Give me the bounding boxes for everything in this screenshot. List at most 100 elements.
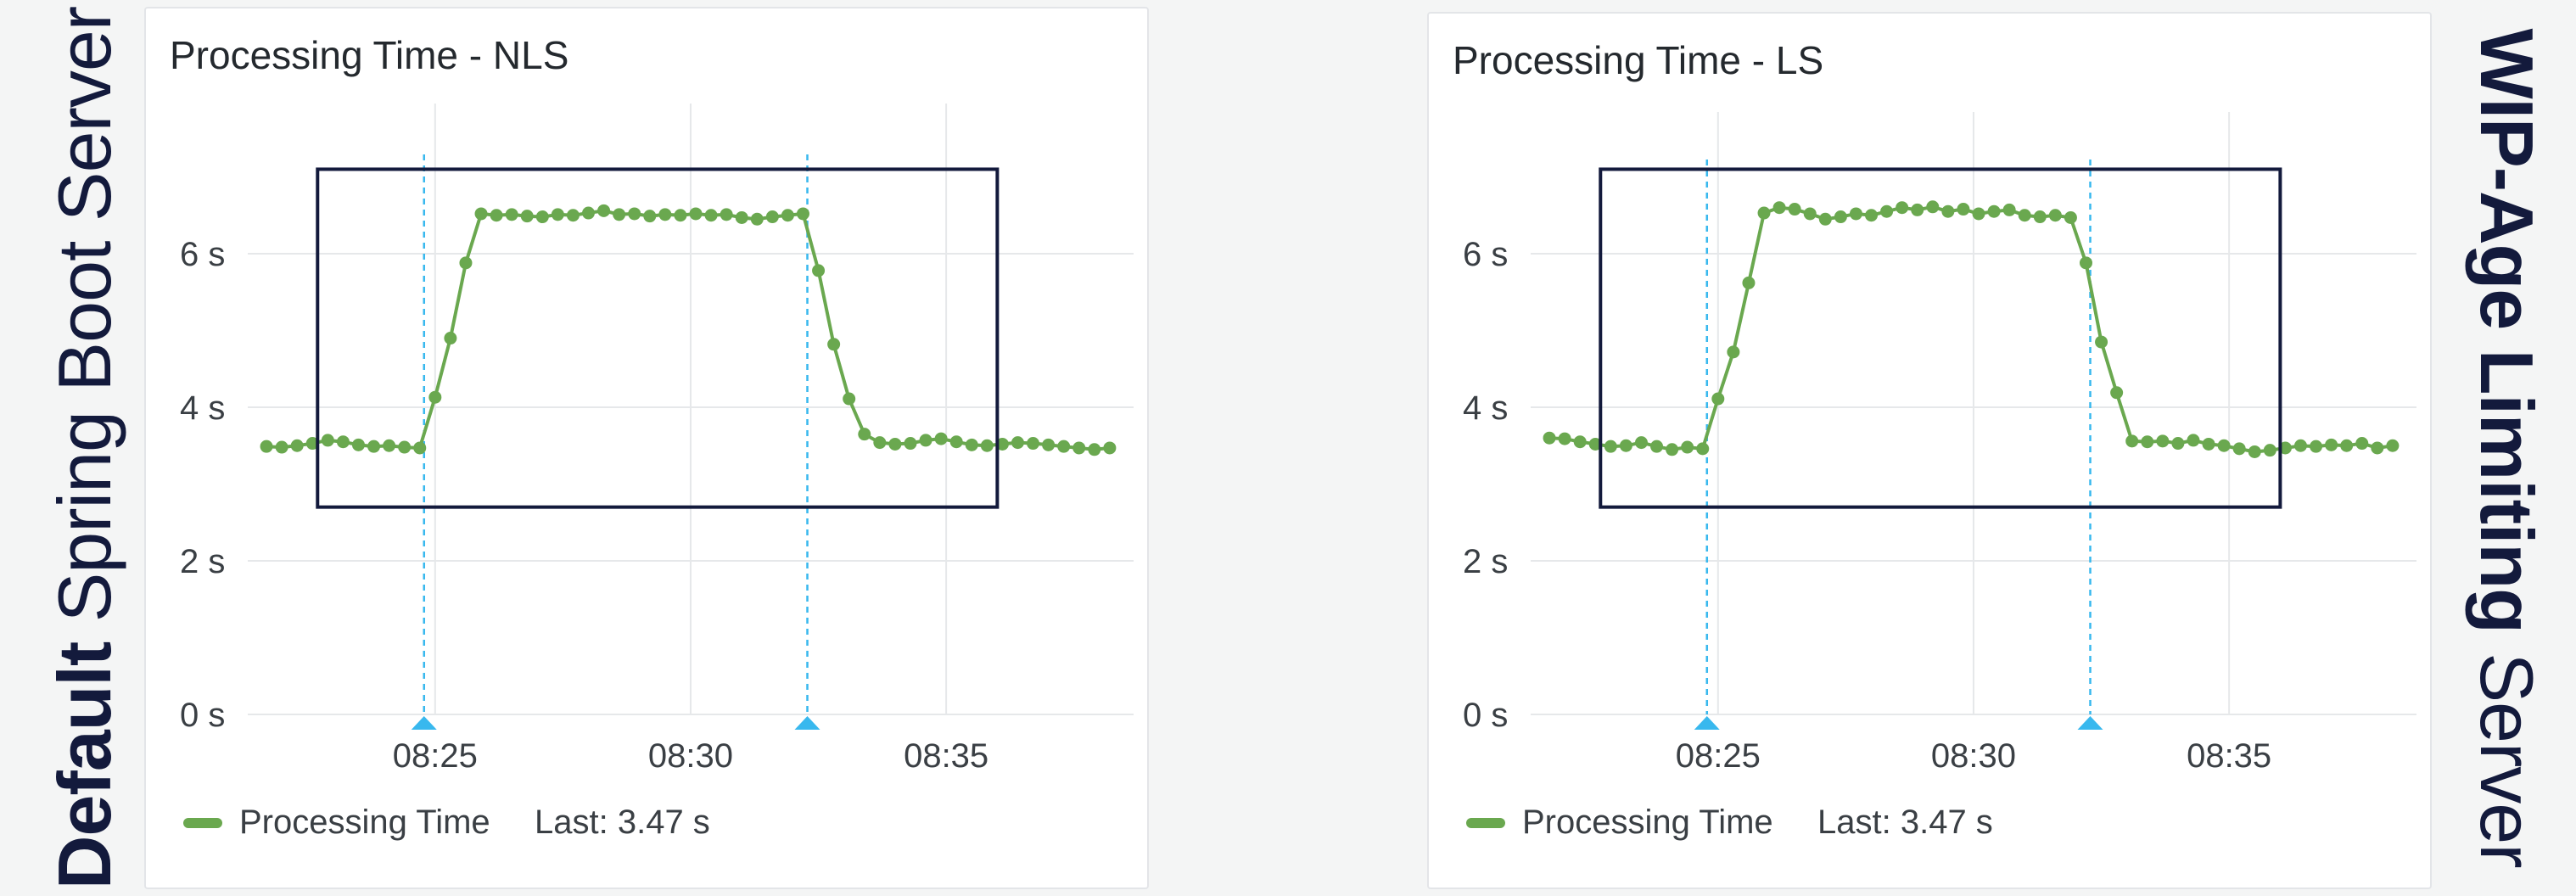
data-point xyxy=(1042,438,1056,451)
data-point xyxy=(1573,435,1587,449)
data-point xyxy=(781,209,794,222)
data-point xyxy=(1772,201,1786,215)
annotation-marker xyxy=(1694,716,1720,730)
data-point xyxy=(949,435,963,449)
panel-processing-time-ls: Processing Time - LS 0 s 2 s 4 s 6 s 08:25 08… xyxy=(1427,12,2432,889)
data-point xyxy=(1634,436,1648,450)
data-point xyxy=(919,434,932,447)
data-point xyxy=(2002,203,2016,216)
data-point xyxy=(582,206,596,220)
data-point xyxy=(1987,204,2001,218)
data-point xyxy=(444,332,457,345)
data-point xyxy=(1926,200,1940,214)
data-point xyxy=(2340,439,2354,452)
data-point xyxy=(2202,437,2215,451)
data-point xyxy=(735,210,748,224)
data-point xyxy=(1941,204,1955,218)
legend-label: Processing Time xyxy=(239,804,490,841)
data-point xyxy=(490,209,503,222)
data-point xyxy=(1588,437,1602,451)
data-point xyxy=(2187,434,2200,447)
y-tick-label: 2 s xyxy=(180,543,225,580)
data-point xyxy=(2048,209,2062,222)
data-point xyxy=(1788,203,1801,216)
data-point xyxy=(305,437,319,451)
data-point xyxy=(336,435,350,449)
data-point xyxy=(321,434,334,447)
series-line xyxy=(266,209,1111,451)
y-tick-label: 2 s xyxy=(1463,543,1508,580)
annotation-marker xyxy=(2077,716,2103,730)
chart-processing-time-nls: 0 s 2 s 4 s 6 s 08:25 08:30 08:35 Processing Ti… xyxy=(180,104,1134,841)
data-point xyxy=(1865,209,1879,222)
data-point xyxy=(2141,435,2154,449)
data-point xyxy=(995,437,1009,451)
data-point xyxy=(827,338,841,351)
data-point xyxy=(689,207,703,221)
data-point xyxy=(2171,437,2185,451)
data-point xyxy=(1957,203,1970,216)
data-point xyxy=(2156,434,2170,448)
data-point xyxy=(1727,345,1740,359)
data-point xyxy=(704,209,718,222)
data-point xyxy=(1972,207,1985,221)
data-point xyxy=(566,209,580,222)
data-point xyxy=(934,432,948,445)
data-point xyxy=(888,437,902,451)
data-point xyxy=(1650,440,1664,453)
data-point xyxy=(628,207,641,221)
data-point xyxy=(2217,439,2231,452)
data-point xyxy=(275,440,288,454)
data-point xyxy=(290,439,304,452)
data-point xyxy=(720,208,733,221)
annotation-marker xyxy=(794,716,820,730)
data-point xyxy=(1818,212,1832,226)
legend-label: Processing Time xyxy=(1522,804,1773,841)
y-tick-label: 0 s xyxy=(180,697,225,734)
data-point xyxy=(613,208,626,221)
data-point xyxy=(1681,440,1694,454)
highlight-box xyxy=(316,167,1000,509)
data-point xyxy=(1834,210,1847,224)
legend-swatch xyxy=(183,818,222,828)
data-point xyxy=(2079,256,2092,270)
data-point xyxy=(459,256,473,270)
y-tick-label: 4 s xyxy=(180,389,225,427)
data-point xyxy=(1027,437,1040,451)
data-point xyxy=(1896,201,1909,215)
data-point xyxy=(260,440,273,453)
data-point xyxy=(1543,431,1556,445)
x-tick-label: 08:30 xyxy=(1931,737,2016,775)
data-point xyxy=(1803,207,1817,221)
side-label-wip-age-limiting: WIP-Age Limiting Server xyxy=(2465,28,2549,868)
series-line xyxy=(1548,204,2394,454)
data-point xyxy=(2248,445,2261,458)
data-point xyxy=(398,440,412,454)
y-tick-label: 6 s xyxy=(1463,236,1508,273)
data-point xyxy=(2263,444,2276,457)
data-point xyxy=(1558,432,1571,445)
panel-title: Processing Time - LS xyxy=(1453,38,1824,82)
data-point xyxy=(1757,206,1771,220)
data-point xyxy=(750,212,764,226)
data-point xyxy=(658,208,672,221)
y-tick-label: 6 s xyxy=(180,236,225,273)
data-point xyxy=(765,210,779,224)
data-point xyxy=(904,437,917,451)
data-point xyxy=(812,264,826,277)
data-point xyxy=(505,208,518,221)
data-point xyxy=(2232,442,2246,456)
data-point xyxy=(965,438,978,451)
legend-swatch xyxy=(1466,818,1505,828)
annotation-marker xyxy=(411,716,437,730)
data-point xyxy=(2033,210,2047,224)
data-point xyxy=(1619,439,1632,452)
data-point xyxy=(2018,209,2031,222)
data-point xyxy=(2325,438,2338,451)
data-point xyxy=(1103,441,1117,455)
data-point xyxy=(1057,440,1071,453)
data-point xyxy=(1088,443,1101,456)
data-point xyxy=(2064,210,2077,224)
data-point xyxy=(1696,442,1710,456)
data-point xyxy=(2355,437,2369,451)
